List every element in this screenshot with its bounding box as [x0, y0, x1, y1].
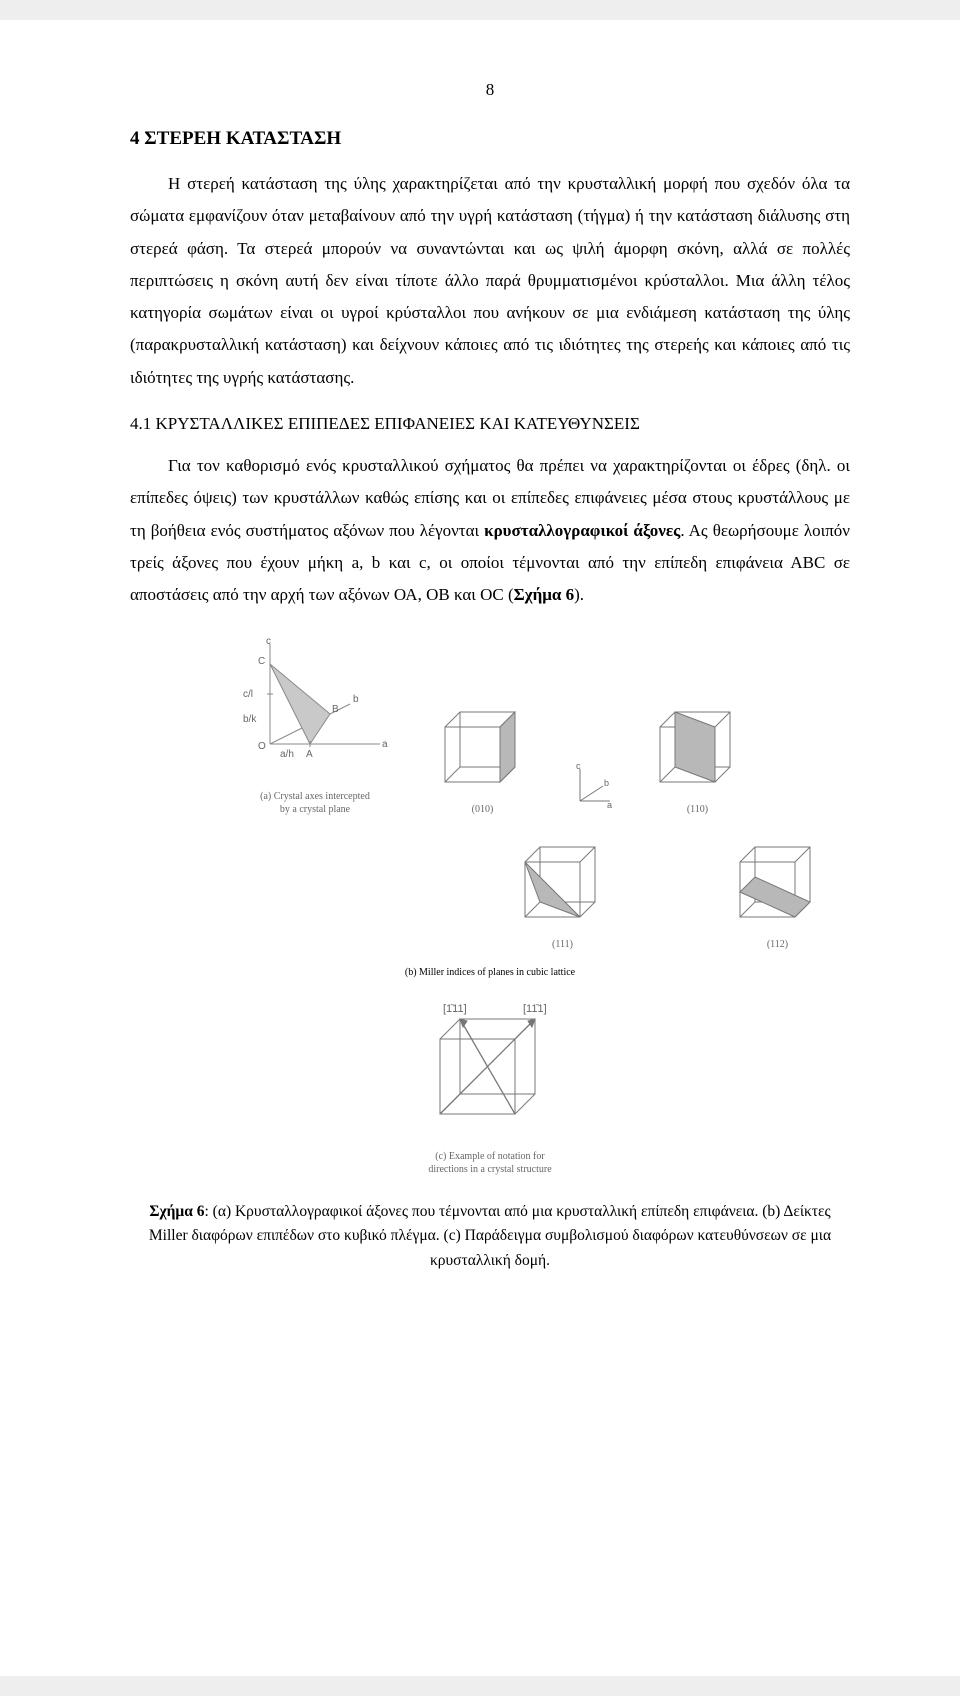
label-cl: c/l [243, 689, 253, 700]
para2-bold2: Σχήμα 6 [514, 585, 575, 604]
cube-110-svg [645, 697, 750, 797]
page-number: 8 [130, 80, 850, 100]
label-c: c [266, 636, 271, 647]
label-C: C [258, 656, 265, 667]
figure-row-1: O a b c A B C a/h b/k c/l (a) Crystal ax… [130, 634, 850, 816]
fig-cube-111: (111) [510, 832, 615, 951]
fig-c-svg: [1̄11] [11̄1] [405, 994, 575, 1144]
label-ah: a/h [280, 749, 294, 760]
cube-010-svg [430, 697, 535, 797]
cube-010-label: (010) [472, 803, 494, 816]
dir-label-1: [1̄11] [443, 1003, 467, 1015]
cube-111-label: (111) [552, 938, 573, 951]
caption-label: Σχήμα 6 [149, 1203, 204, 1220]
paragraph-intro: Η στερεή κατάσταση της ύλης χαρακτηρίζετ… [130, 168, 850, 394]
dir-label-2: [11̄1] [523, 1003, 547, 1015]
label-A: A [306, 749, 313, 760]
label-B: B [332, 704, 339, 715]
cube-110-label: (110) [687, 803, 708, 816]
figure-6: O a b c A B C a/h b/k c/l (a) Crystal ax… [130, 634, 850, 1176]
cube-111-svg [510, 832, 615, 932]
mini-axes: a b c [565, 761, 615, 816]
fig-c-caption: (c) Example of notation fordirections in… [428, 1150, 551, 1176]
svg-text:a: a [607, 800, 612, 810]
para2-bold1: κρυσταλλογραφικοί άξονες [484, 521, 680, 540]
label-bk: b/k [243, 714, 257, 725]
cube-112-label: (112) [767, 938, 788, 951]
caption-text: : (α) Κρυσταλλογραφικοί άξονες που τέμνο… [149, 1203, 831, 1270]
fig-cube-112: (112) [725, 832, 830, 951]
fig-a-caption: (a) Crystal axes interceptedby a crystal… [260, 790, 370, 816]
svg-text:b: b [604, 778, 609, 788]
fig-b-caption: (b) Miller indices of planes in cubic la… [405, 967, 575, 978]
paragraph-2: Για τον καθορισμό ενός κρυσταλλικού σχήμ… [130, 450, 850, 611]
cube-112-svg [725, 832, 830, 932]
mini-axes-svg: a b c [565, 761, 615, 816]
label-O: O [258, 741, 266, 752]
figure-row-3: [1̄11] [11̄1] (c) Example of notation fo… [130, 994, 850, 1176]
fig-cube-110: (110) [645, 697, 750, 816]
fig-a: O a b c A B C a/h b/k c/l (a) Crystal ax… [230, 634, 400, 816]
fig-cube-010: (010) [430, 697, 535, 816]
heading-main: 4 ΣΤΕΡΕΗ ΚΑΤΑΣΤΑΣΗ [130, 128, 850, 150]
fig-a-svg: O a b c A B C a/h b/k c/l [230, 634, 400, 784]
para2-run-c: ). [574, 585, 584, 604]
document-page: 8 4 ΣΤΕΡΕΗ ΚΑΤΑΣΤΑΣΗ Η στερεή κατάσταση … [0, 20, 960, 1676]
fig-c: [1̄11] [11̄1] (c) Example of notation fo… [405, 994, 575, 1176]
figure-row-2: (111) (112) [130, 832, 850, 951]
label-b: b [353, 694, 359, 705]
heading-section: 4.1 ΚΡΥΣΤΑΛΛΙΚΕΣ ΕΠΙΠΕΔΕΣ ΕΠΙΦΑΝΕΙΕΣ ΚΑΙ… [130, 414, 850, 434]
svg-text:c: c [576, 761, 581, 771]
figure-main-caption: Σχήμα 6: (α) Κρυσταλλογραφικοί άξονες πο… [130, 1200, 850, 1274]
label-a: a [382, 739, 388, 750]
